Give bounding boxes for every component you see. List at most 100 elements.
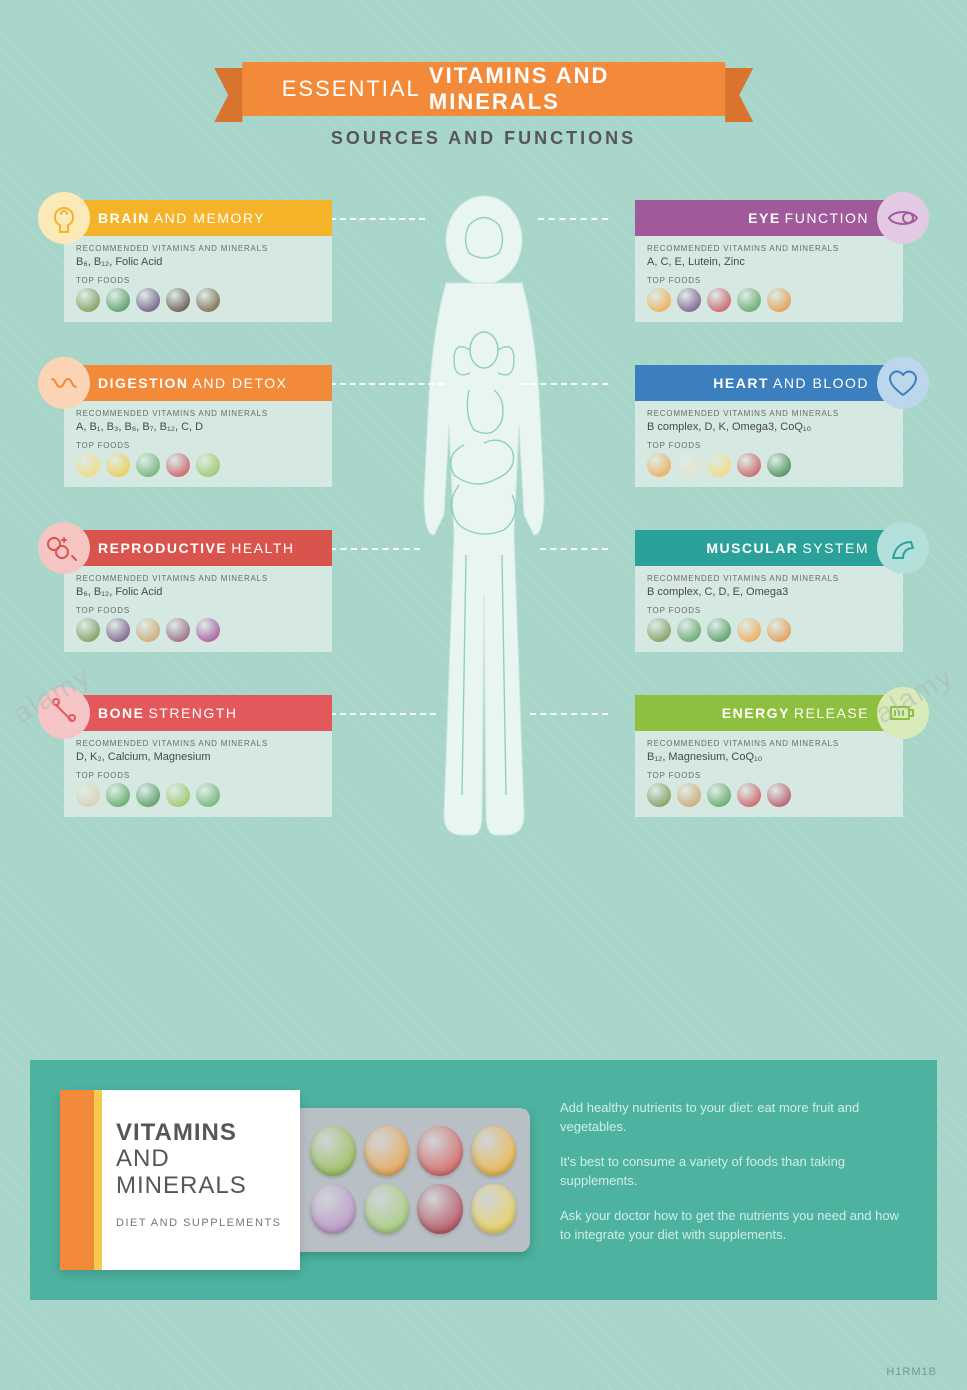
food-icon: [647, 453, 671, 477]
card-title-thin: RELEASE: [794, 705, 869, 721]
title-bold: VITAMINS AND MINERALS: [429, 63, 685, 115]
foods-label: TOP FOODS: [76, 771, 320, 780]
food-icon: [647, 783, 671, 807]
food-icon: [707, 783, 731, 807]
card-muscle: MUSCULAR SYSTEM RECOMMENDED VITAMINS AND…: [635, 530, 903, 652]
food-icon: [737, 783, 761, 807]
food-icon: [707, 453, 731, 477]
food-icon: [677, 288, 701, 312]
food-icon: [136, 288, 160, 312]
card-header: MUSCULAR SYSTEM: [635, 530, 903, 566]
food-icon: [106, 288, 130, 312]
food-icon: [76, 453, 100, 477]
card-title-bold: HEART: [713, 375, 769, 391]
card-title-bold: REPRODUCTIVE: [98, 540, 227, 556]
card-title-thin: HEALTH: [231, 540, 294, 556]
foods-row: [76, 783, 320, 807]
vitamins-list: B₆, B₁₂, Folic Acid: [76, 586, 320, 598]
eye-icon: [877, 192, 929, 244]
card-title-thin: STRENGTH: [148, 705, 237, 721]
card-header: BRAIN AND MEMORY: [64, 200, 332, 236]
card-header: HEART AND BLOOD: [635, 365, 903, 401]
card-header: BONE STRENGTH: [64, 695, 332, 731]
vitamins-list: D, K₂, Calcium, Magnesium: [76, 751, 320, 763]
connector: [538, 218, 608, 220]
foods-row: [647, 288, 891, 312]
pill: [310, 1126, 356, 1176]
connector: [330, 548, 420, 550]
card-title-bold: MUSCULAR: [706, 540, 798, 556]
card-body: RECOMMENDED VITAMINS AND MINERALS B₁₂, M…: [635, 731, 903, 817]
foods-row: [76, 288, 320, 312]
rec-label: RECOMMENDED VITAMINS AND MINERALS: [647, 739, 891, 748]
food-icon: [136, 618, 160, 642]
connector: [330, 713, 436, 715]
pill: [364, 1184, 410, 1234]
food-icon: [166, 783, 190, 807]
foods-row: [647, 453, 891, 477]
card-title-bold: DIGESTION: [98, 375, 189, 391]
watermark-id: H1RM1B: [886, 1366, 937, 1378]
food-icon: [136, 783, 160, 807]
rec-label: RECOMMENDED VITAMINS AND MINERALS: [647, 409, 891, 418]
pill: [471, 1126, 517, 1176]
food-icon: [737, 618, 761, 642]
card-title-thin: SYSTEM: [802, 540, 869, 556]
foods-row: [76, 453, 320, 477]
connector: [540, 548, 608, 550]
food-icon: [647, 288, 671, 312]
card-title-bold: BRAIN: [98, 210, 150, 226]
food-icon: [76, 618, 100, 642]
rec-label: RECOMMENDED VITAMINS AND MINERALS: [647, 244, 891, 253]
foods-label: TOP FOODS: [647, 276, 891, 285]
rec-label: RECOMMENDED VITAMINS AND MINERALS: [76, 244, 320, 253]
card-heart: HEART AND BLOOD RECOMMENDED VITAMINS AND…: [635, 365, 903, 487]
food-icon: [737, 288, 761, 312]
connector: [520, 383, 608, 385]
card-bone: BONE STRENGTH RECOMMENDED VITAMINS AND M…: [64, 695, 332, 817]
food-icon: [647, 618, 671, 642]
brain-icon: [38, 192, 90, 244]
food-icon: [677, 783, 701, 807]
food-icon: [767, 288, 791, 312]
tip-line: Add healthy nutrients to your diet: eat …: [560, 1099, 907, 1137]
card-title-bold: EYE: [748, 210, 781, 226]
food-icon: [106, 618, 130, 642]
card-body: RECOMMENDED VITAMINS AND MINERALS B comp…: [635, 566, 903, 652]
food-icon: [196, 618, 220, 642]
food-icon: [76, 783, 100, 807]
supplement-box: VITAMINS AND MINERALS DIET AND SUPPLEMEN…: [60, 1090, 520, 1270]
vitamins-list: A, C, E, Lutein, Zinc: [647, 256, 891, 268]
pill: [417, 1126, 463, 1176]
card-energy: ENERGY RELEASE RECOMMENDED VITAMINS AND …: [635, 695, 903, 817]
foods-label: TOP FOODS: [647, 606, 891, 615]
card-title-thin: AND DETOX: [193, 375, 288, 391]
food-icon: [196, 783, 220, 807]
food-icon: [767, 453, 791, 477]
foods-label: TOP FOODS: [647, 771, 891, 780]
bone-icon: [38, 687, 90, 739]
food-icon: [106, 453, 130, 477]
vitamins-list: B₆, B₁₂, Folic Acid: [76, 256, 320, 268]
foods-label: TOP FOODS: [76, 276, 320, 285]
vitamins-list: A, B₁, B₃, B₆, B₇, B₁₂, C, D: [76, 421, 320, 433]
card-eye: EYE FUNCTION RECOMMENDED VITAMINS AND MI…: [635, 200, 903, 322]
card-title-bold: ENERGY: [722, 705, 790, 721]
food-icon: [677, 453, 701, 477]
digestion-icon: [38, 357, 90, 409]
pill: [364, 1126, 410, 1176]
vitamins-list: B complex, C, D, E, Omega3: [647, 586, 891, 598]
card-body: RECOMMENDED VITAMINS AND MINERALS B₆, B₁…: [64, 566, 332, 652]
card-header: REPRODUCTIVE HEALTH: [64, 530, 332, 566]
box-title: VITAMINS AND MINERALS: [116, 1120, 288, 1199]
card-body: RECOMMENDED VITAMINS AND MINERALS A, C, …: [635, 236, 903, 322]
food-icon: [677, 618, 701, 642]
rec-label: RECOMMENDED VITAMINS AND MINERALS: [76, 739, 320, 748]
food-icon: [707, 288, 731, 312]
card-body: RECOMMENDED VITAMINS AND MINERALS A, B₁,…: [64, 401, 332, 487]
footer-panel: VITAMINS AND MINERALS DIET AND SUPPLEMEN…: [30, 1060, 937, 1300]
rec-label: RECOMMENDED VITAMINS AND MINERALS: [647, 574, 891, 583]
food-icon: [166, 453, 190, 477]
rec-label: RECOMMENDED VITAMINS AND MINERALS: [76, 409, 320, 418]
foods-row: [76, 618, 320, 642]
